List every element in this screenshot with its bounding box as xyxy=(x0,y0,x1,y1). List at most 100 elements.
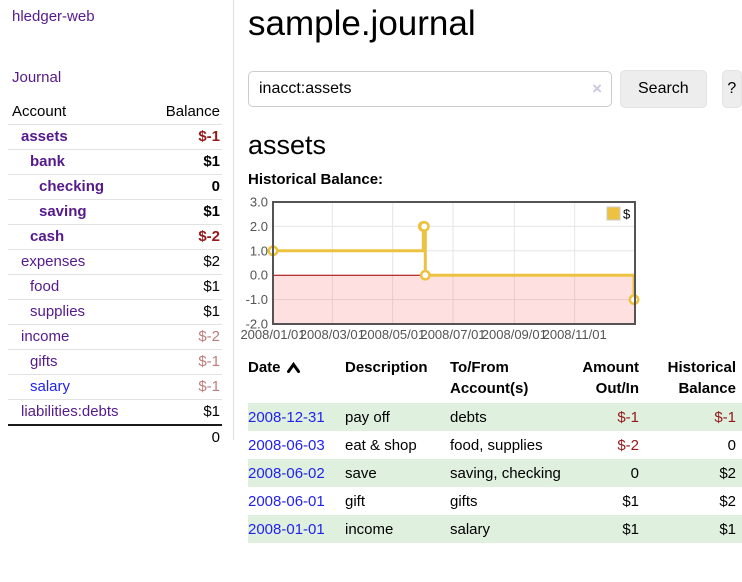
register-balance: $2 xyxy=(719,465,736,482)
account-total-value: 0 xyxy=(115,424,222,450)
search-box: × xyxy=(248,71,612,107)
register-accounts: salary xyxy=(450,521,491,538)
historical-balance-chart: $3.0 2.0 1.0 0.0 -1.0 -2.02008/01/012008/03/0… xyxy=(240,195,640,342)
account-column-header: Account xyxy=(8,100,115,125)
register-row: 2008-06-03 eat & shop food, supplies $-2 0 xyxy=(248,431,742,459)
register-row: 2008-06-01 gift gifts $1 $2 xyxy=(248,487,742,515)
app-title-link[interactable]: hledger-web xyxy=(12,8,95,25)
account-balance: $1 xyxy=(115,199,222,225)
register-date-link[interactable]: 2008-12-31 xyxy=(248,409,325,426)
account-row: salary $-1 xyxy=(8,374,222,400)
help-button[interactable]: ? xyxy=(721,70,742,108)
account-tree-table: Account Balance assets $-1 bank $1 checking 0… xyxy=(8,100,222,450)
account-row: cash $-2 xyxy=(8,224,222,250)
register-description: eat & shop xyxy=(345,437,417,454)
sidebar-account-link[interactable]: food xyxy=(30,278,60,295)
account-row: assets $-1 xyxy=(8,124,222,150)
account-balance: $-1 xyxy=(115,124,222,150)
svg-text:-2.0: -2.0 xyxy=(246,317,268,332)
register-column-header: Amount Out/In xyxy=(582,359,639,397)
sidebar-account-link[interactable]: expenses xyxy=(21,253,86,270)
svg-text:2008/11/01: 2008/11/01 xyxy=(543,327,607,342)
account-row: food $1 xyxy=(8,274,222,300)
search-input[interactable] xyxy=(248,71,612,107)
register-balance: 0 xyxy=(727,437,736,454)
register-accounts: food, supplies xyxy=(450,437,543,454)
sidebar-item-journal[interactable]: Journal xyxy=(12,69,62,86)
register-amount: 0 xyxy=(630,465,639,482)
account-row: supplies $1 xyxy=(8,299,222,325)
main-content: sample.journal × Search ? assets Histori… xyxy=(240,0,742,543)
sidebar-account-link[interactable]: bank xyxy=(30,153,66,170)
account-row: gifts $-1 xyxy=(8,349,222,375)
sidebar-account-link[interactable]: income xyxy=(21,328,70,345)
register-balance: $2 xyxy=(719,493,736,510)
svg-text:2008/07/01: 2008/07/01 xyxy=(420,327,485,342)
chart-legend: $ xyxy=(606,206,631,222)
register-date-link[interactable]: 2008-06-03 xyxy=(248,437,325,454)
register-row: 2008-12-31 pay off debts $-1 $-1 xyxy=(248,403,742,431)
account-row: bank $1 xyxy=(8,149,222,175)
sidebar-account-link[interactable]: supplies xyxy=(30,303,86,320)
register-balance: $1 xyxy=(719,521,736,538)
chart-title: Historical Balance: xyxy=(248,171,384,188)
register-date-link[interactable]: 2008-06-01 xyxy=(248,493,325,510)
sidebar: hledger-web Journal Account Balance asse… xyxy=(0,0,234,450)
account-row: saving $1 xyxy=(8,199,222,225)
svg-text:2008/03/01: 2008/03/01 xyxy=(300,327,365,342)
register-date-link[interactable]: 2008-01-01 xyxy=(248,521,325,538)
account-balance: $1 xyxy=(115,149,222,175)
register-column-header[interactable]: Date xyxy=(248,351,345,403)
svg-text:1.0: 1.0 xyxy=(250,243,268,258)
register-date-link[interactable]: 2008-06-02 xyxy=(248,465,325,482)
svg-text:2008/01/01: 2008/01/01 xyxy=(240,327,305,342)
register-column-header: Historical Balance xyxy=(667,359,736,397)
sidebar-account-link[interactable]: assets xyxy=(21,128,68,145)
svg-text:2.0: 2.0 xyxy=(250,219,268,234)
account-balance: $-1 xyxy=(115,374,222,400)
register-row: 2008-01-01 income salary $1 $1 xyxy=(248,515,742,543)
register-description: pay off xyxy=(345,409,390,426)
account-row: income $-2 xyxy=(8,324,222,350)
search-button[interactable]: Search xyxy=(620,70,707,108)
account-total-row: 0 xyxy=(8,424,222,450)
register-table: Date Description To/From Account(s) Amount Ou… xyxy=(248,351,742,543)
register-amount: $1 xyxy=(622,493,639,510)
sidebar-account-link[interactable]: salary xyxy=(30,378,71,395)
account-heading: assets xyxy=(248,130,327,160)
page-title: sample.journal xyxy=(248,4,476,43)
account-balance: $1 xyxy=(115,399,222,426)
register-description: gift xyxy=(345,493,366,510)
register-amount: $1 xyxy=(622,521,639,538)
register-header-row: Date Description To/From Account(s) Amount Ou… xyxy=(248,351,742,403)
register-accounts: debts xyxy=(450,409,487,426)
register-description: income xyxy=(345,521,394,538)
account-balance: $-2 xyxy=(115,224,222,250)
register-accounts: saving, checking xyxy=(450,465,561,482)
svg-text:2008/05/01: 2008/05/01 xyxy=(360,327,425,342)
sidebar-account-link[interactable]: cash xyxy=(30,228,65,245)
account-balance: $-1 xyxy=(115,349,222,375)
register-column-header: Description xyxy=(345,359,428,376)
account-row: expenses $2 xyxy=(8,249,222,275)
register-column-header: To/From Account(s) xyxy=(450,359,529,397)
svg-text:0.0: 0.0 xyxy=(250,268,268,283)
account-balance: $-2 xyxy=(115,324,222,350)
register-amount: $-2 xyxy=(617,437,639,454)
sidebar-account-link[interactable]: checking xyxy=(39,178,105,195)
balance-column-header: Balance xyxy=(115,100,222,125)
sidebar-account-link[interactable]: liabilities:debts xyxy=(21,403,119,420)
register-description: save xyxy=(345,465,377,482)
clear-search-icon[interactable]: × xyxy=(592,79,602,98)
account-balance: $1 xyxy=(115,274,222,300)
svg-text:2008/09/01: 2008/09/01 xyxy=(482,327,547,342)
account-tree-header: Account Balance xyxy=(8,100,222,125)
sidebar-account-link[interactable]: saving xyxy=(39,203,87,220)
svg-text:-1.0: -1.0 xyxy=(246,292,268,307)
search-form: × Search ? xyxy=(248,70,742,108)
sort-ascending-icon[interactable] xyxy=(286,361,301,373)
svg-text:$: $ xyxy=(623,207,631,222)
sidebar-account-link[interactable]: gifts xyxy=(30,353,58,370)
account-balance: 0 xyxy=(115,174,222,200)
register-row: 2008-06-02 save saving, checking 0 $2 xyxy=(248,459,742,487)
